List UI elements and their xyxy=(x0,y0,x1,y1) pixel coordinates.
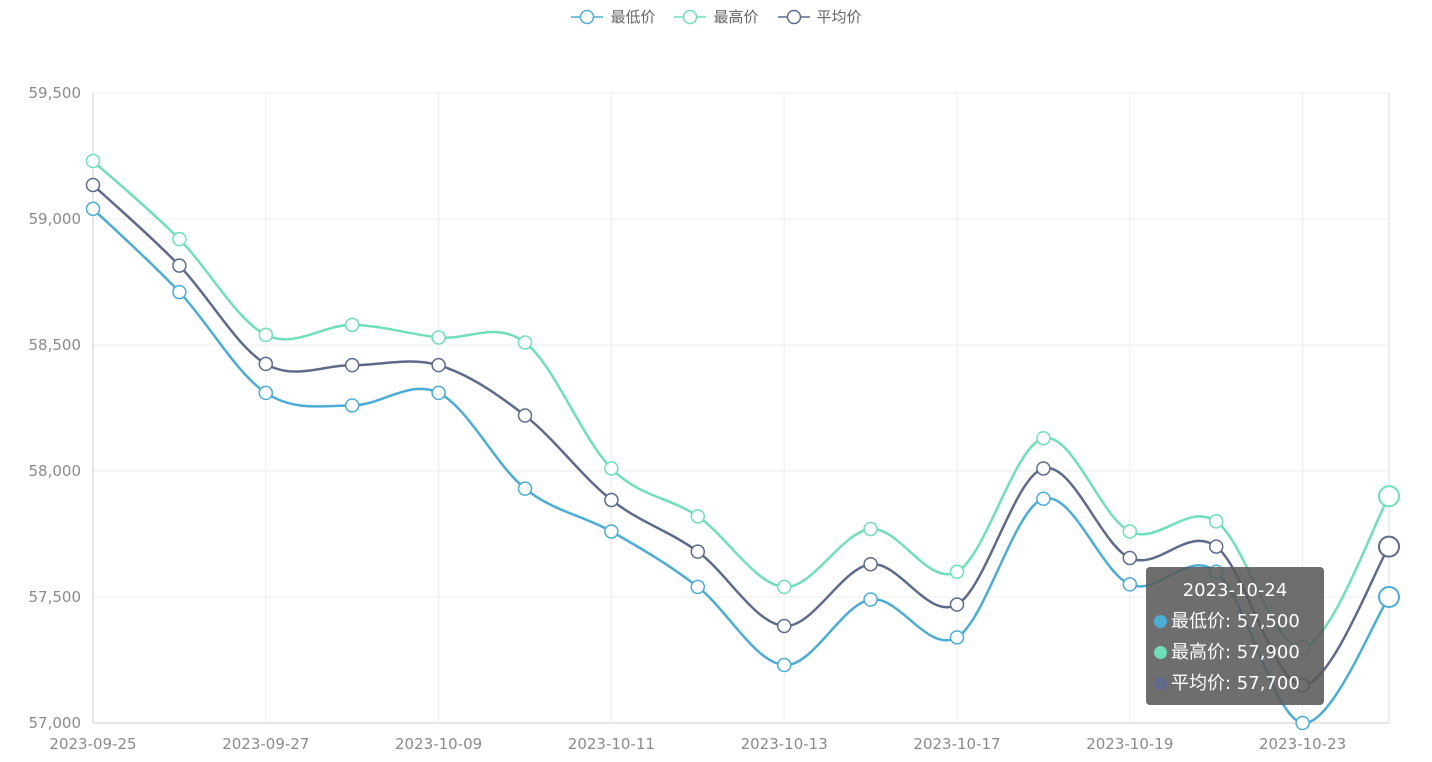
tooltip-value-min-price: 最低价: 57,500 xyxy=(1171,611,1300,632)
data-point xyxy=(85,201,101,217)
data-point xyxy=(604,492,619,508)
data-point xyxy=(1036,491,1051,506)
data-point xyxy=(172,284,187,300)
data-point xyxy=(1122,577,1138,592)
data-point xyxy=(690,579,706,595)
y-tick-label: 59,000 xyxy=(29,210,82,228)
data-point xyxy=(431,385,446,401)
data-point xyxy=(517,408,533,423)
tooltip-value-max-price: 最高价: 57,900 xyxy=(1171,642,1300,663)
tooltip-dot-avg-price xyxy=(1154,677,1167,690)
data-point xyxy=(431,357,446,373)
legend-item-avg-price[interactable]: 平均价 xyxy=(777,6,862,27)
chart-tooltip: 2023-10-24 最低价: 57,500 最高价: 57,900 平均价: … xyxy=(1146,567,1324,705)
data-point xyxy=(604,461,619,476)
data-point xyxy=(258,327,274,343)
y-tick-label: 57,000 xyxy=(29,714,82,732)
tooltip-dot-max-price xyxy=(1154,646,1167,659)
tooltip-row-avg-price: 平均价: 57,700 xyxy=(1152,668,1318,699)
data-point xyxy=(1378,485,1400,508)
data-point xyxy=(85,153,101,169)
x-tick-label: 2023-09-27 xyxy=(222,735,309,753)
data-point xyxy=(344,398,360,413)
data-point xyxy=(344,317,360,333)
data-point xyxy=(517,335,533,350)
data-point xyxy=(863,592,878,607)
data-point xyxy=(776,657,792,673)
y-tick-label: 59,500 xyxy=(29,84,82,102)
legend-swatch-max-price xyxy=(674,9,707,24)
tooltip-dot-min-price xyxy=(1154,615,1167,628)
data-point xyxy=(172,258,187,273)
data-point xyxy=(690,544,706,559)
x-tick-label: 2023-10-09 xyxy=(395,735,482,753)
y-tick-label: 57,500 xyxy=(29,588,82,606)
data-point xyxy=(949,630,965,645)
data-point xyxy=(863,521,878,537)
x-tick-label: 2023-10-13 xyxy=(741,735,828,753)
data-point xyxy=(1208,539,1224,554)
data-point xyxy=(776,579,792,595)
y-tick-label: 58,500 xyxy=(29,336,82,354)
data-point xyxy=(1122,524,1138,539)
x-tick-label: 2023-10-17 xyxy=(913,735,1000,753)
x-tick-label: 2023-10-19 xyxy=(1086,735,1173,753)
legend-label-min-price: 最低价 xyxy=(610,8,656,26)
chart-legend: 最低价 最高价 平均价 xyxy=(0,6,1432,27)
legend-label-max-price: 最高价 xyxy=(713,8,759,26)
data-point xyxy=(1295,715,1310,731)
data-point xyxy=(1036,461,1051,476)
data-point xyxy=(949,597,965,612)
data-point xyxy=(776,618,792,634)
data-point xyxy=(258,356,274,372)
x-tick-label: 2023-10-23 xyxy=(1259,735,1346,753)
data-point xyxy=(431,330,446,345)
data-point xyxy=(172,231,187,247)
x-tick-label: 2023-09-25 xyxy=(49,735,136,753)
data-point xyxy=(1208,514,1224,529)
legend-item-max-price[interactable]: 最高价 xyxy=(673,6,759,27)
legend-label-avg-price: 平均价 xyxy=(816,8,862,26)
data-point xyxy=(1378,535,1400,558)
data-point xyxy=(690,509,706,524)
tooltip-row-max-price: 最高价: 57,900 xyxy=(1152,637,1318,668)
tooltip-row-min-price: 最低价: 57,500 xyxy=(1152,606,1318,637)
y-tick-label: 58,000 xyxy=(29,462,82,480)
data-point xyxy=(604,524,619,539)
data-point xyxy=(344,357,360,373)
axes: 57,000 57,500 58,000 58,500 59,000 59,500 2023… xyxy=(29,84,1389,753)
data-point xyxy=(1122,550,1138,566)
legend-swatch-avg-price xyxy=(777,9,810,24)
data-point xyxy=(85,177,101,193)
data-point xyxy=(517,481,533,496)
tooltip-title: 2023-10-24 xyxy=(1182,580,1288,601)
data-point xyxy=(258,385,274,401)
legend-swatch-min-price xyxy=(571,9,604,24)
data-point xyxy=(863,556,878,572)
legend-item-min-price[interactable]: 最低价 xyxy=(570,6,655,27)
x-tick-label: 2023-10-11 xyxy=(568,735,655,753)
data-point xyxy=(949,564,965,580)
data-point xyxy=(1378,586,1400,608)
tooltip-value-avg-price: 平均价: 57,700 xyxy=(1171,673,1300,694)
data-point xyxy=(1036,430,1051,446)
